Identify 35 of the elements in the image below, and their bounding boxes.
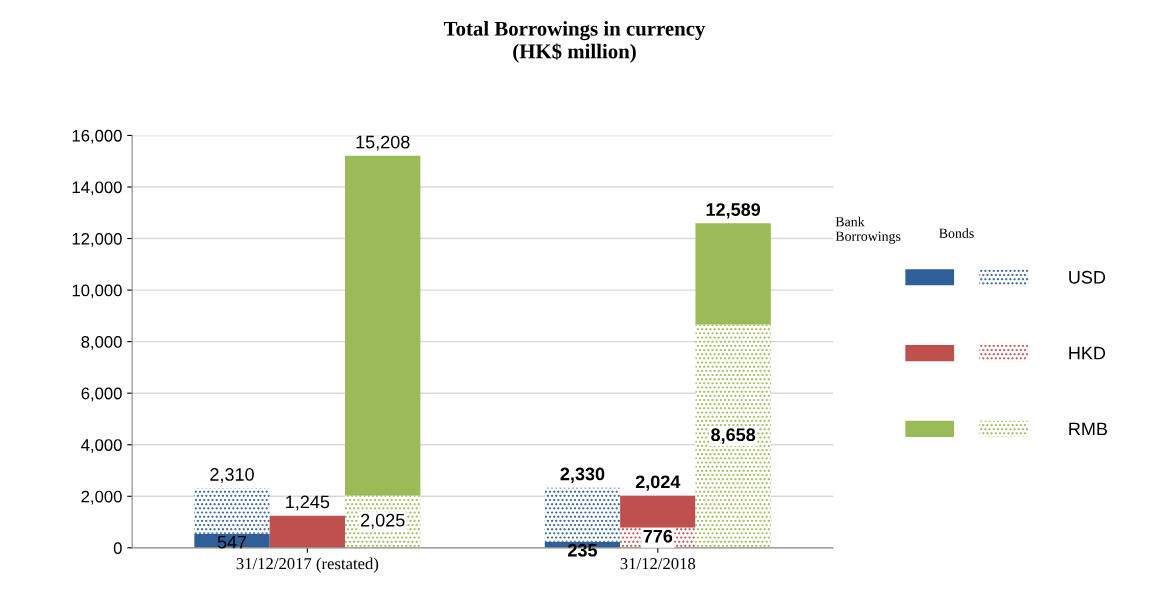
chart-title: Total Borrowings in currency (HK$ million)	[443, 21, 706, 63]
legend-label: RMB	[1069, 422, 1108, 436]
legend-label: HKD	[1069, 346, 1106, 360]
y-tick-label: 16,000	[72, 129, 122, 144]
data-label: 547	[217, 535, 247, 549]
y-tick-label: 12,000	[72, 232, 122, 247]
legend-label: USD	[1069, 270, 1106, 284]
data-label: 2,330	[560, 467, 605, 483]
text: Bank Borrowings	[835, 216, 901, 244]
bar	[695, 324, 771, 548]
y-tick-label: 6,000	[81, 387, 122, 402]
y-tick-label: 14,000	[72, 181, 122, 196]
data-label: 15,208	[356, 135, 410, 151]
text: Bonds	[939, 228, 974, 238]
data-label: 776	[643, 529, 673, 543]
data-label: 2,025	[361, 513, 405, 529]
y-tick-label: 2,000	[81, 490, 122, 505]
x-tick-label: 31/12/2018	[620, 558, 696, 570]
bar	[345, 155, 421, 496]
bar	[269, 515, 346, 548]
y-tick-label: 10,000	[72, 284, 122, 299]
y-tick-label: 8,000	[81, 336, 122, 350]
data-label: 2,310	[210, 468, 254, 483]
data-label: 12,589	[706, 203, 761, 219]
data-label: 2,024	[635, 475, 681, 491]
bar	[544, 487, 621, 542]
y-tick-label: 0	[113, 542, 122, 555]
data-label: 1,245	[286, 495, 330, 511]
bar	[695, 223, 771, 325]
bar	[194, 488, 270, 534]
y-tick-label: 4,000	[81, 439, 122, 453]
x-tick-label: 31/12/2017 (restated)	[236, 557, 379, 573]
bar	[620, 495, 696, 528]
data-label: 235	[568, 543, 598, 557]
data-label: 8,658	[711, 428, 756, 444]
